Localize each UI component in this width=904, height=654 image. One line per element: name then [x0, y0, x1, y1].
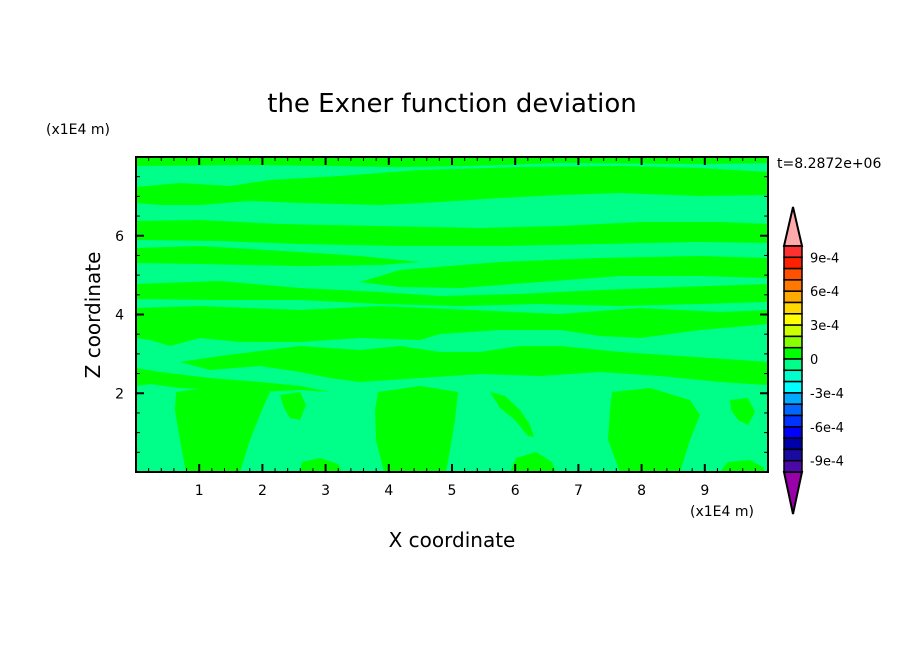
- x-tick-label: 1: [195, 483, 204, 499]
- colorbar-bin: [783, 346, 803, 360]
- colorbar-tick-label: 9e-4: [810, 251, 839, 266]
- y-tick-label: 4: [115, 308, 124, 324]
- contour-region: [180, 346, 768, 385]
- colorbar-tick-label: 0: [810, 353, 818, 368]
- colorbar-bin: [783, 313, 803, 326]
- x-tick-label: 7: [574, 483, 583, 499]
- x-unit-label: (x1E4 m): [690, 504, 754, 520]
- contour-region: [510, 452, 556, 472]
- colorbar-tick-label: -9e-4: [810, 455, 844, 470]
- contour-region: [720, 460, 764, 472]
- colorbar-tick-label: -3e-4: [810, 387, 844, 402]
- contour-region: [280, 392, 306, 420]
- y-unit-label: (x1E4 m): [46, 122, 110, 138]
- x-tick-label: 6: [511, 483, 520, 499]
- x-tick-label: 3: [321, 483, 330, 499]
- colorbar-bin: [783, 279, 803, 292]
- plot-area: 1 2 3 4 5 6 7 8 9 2 4 6: [115, 156, 769, 499]
- colorbar: 9e-4 6e-4 3e-4 0 -3e-4 -6e-4 -9e-4: [782, 206, 844, 515]
- colorbar-bin: [783, 335, 803, 349]
- colorbar-bin: [783, 392, 803, 405]
- x-axis-label: X coordinate: [389, 528, 516, 552]
- contour-region: [730, 398, 755, 425]
- colorbar-bin: [783, 437, 803, 451]
- colorbar-bin: [783, 459, 803, 473]
- y-tick-label: 2: [115, 386, 124, 402]
- colorbar-bin: [783, 426, 803, 439]
- contour-region: [136, 368, 330, 392]
- colorbar-tick-label: 3e-4: [810, 319, 839, 334]
- y-tick-label: 6: [115, 229, 124, 245]
- contour-region: [136, 306, 768, 346]
- contour-region: [300, 458, 342, 472]
- colorbar-bin: [783, 403, 803, 417]
- contour-region: [360, 256, 768, 288]
- time-label: t=8.2872e+06: [777, 156, 881, 172]
- chart-title: the Exner function deviation: [267, 89, 637, 119]
- x-tick-label: 5: [448, 483, 457, 499]
- x-tick-label: 9: [700, 483, 709, 499]
- colorbar-over-triangle: [782, 206, 804, 247]
- colorbar-bin: [783, 256, 803, 270]
- colorbar-bin: [783, 267, 803, 281]
- contour-region: [136, 246, 420, 266]
- colorbar-bin: [783, 290, 803, 304]
- contour-region: [136, 220, 768, 246]
- colorbar-tick-label: -6e-4: [810, 421, 844, 436]
- contour-region: [608, 388, 700, 472]
- colorbar-bin: [783, 414, 803, 428]
- contour-region: [375, 386, 458, 472]
- colorbar-bin: [783, 324, 803, 338]
- colorbar-tick-label: 6e-4: [810, 285, 839, 300]
- colorbar-bin: [783, 245, 803, 259]
- colorbar-bin: [783, 380, 803, 394]
- x-tick-label: 8: [637, 483, 646, 499]
- contour-region: [175, 386, 270, 472]
- contour-region: [136, 166, 768, 205]
- colorbar-bin: [783, 369, 803, 383]
- contour-region: [136, 281, 768, 306]
- colorbar-under-triangle: [782, 471, 804, 515]
- axis-ticks: 1 2 3 4 5 6 7 8 9 2 4 6: [115, 156, 769, 499]
- y-axis-label: Z coordinate: [81, 252, 105, 379]
- field-positive-regions: [136, 157, 768, 472]
- colorbar-bin: [783, 448, 803, 462]
- colorbar-bin: [783, 301, 803, 315]
- contour-region: [490, 392, 534, 437]
- x-tick-label: 2: [258, 483, 267, 499]
- x-tick-label: 4: [384, 483, 393, 499]
- colorbar-bin: [783, 358, 803, 372]
